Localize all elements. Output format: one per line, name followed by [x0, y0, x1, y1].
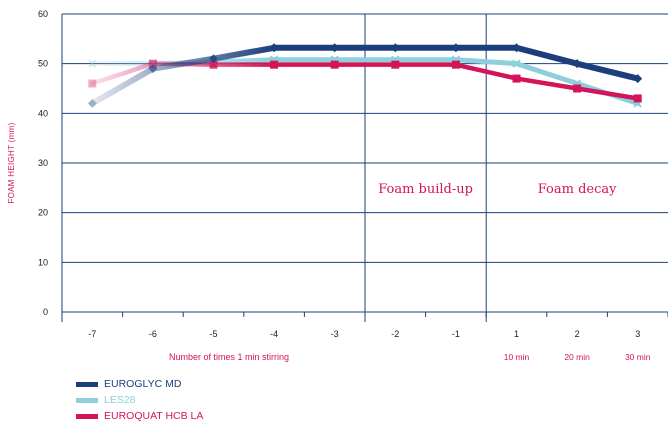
legend-swatch [76, 381, 98, 387]
x-tick-label: -2 [391, 329, 399, 339]
x-tick-label: -3 [331, 329, 339, 339]
y-axis-title: FOAM HEIGHT (mm) [7, 122, 16, 203]
point-marker [87, 98, 97, 108]
point-marker [512, 43, 521, 53]
point-marker-stroke [88, 59, 97, 68]
legend-swatch [76, 397, 98, 403]
point-marker [633, 94, 642, 103]
axes [61, 14, 668, 322]
point-marker [88, 79, 97, 88]
series-line-euroglyc-md [89, 44, 641, 107]
y-tick-label: 0 [43, 307, 48, 317]
y-tick-label: 30 [38, 158, 48, 168]
point-marker [391, 60, 400, 69]
x-tick-label: -4 [270, 329, 278, 339]
point-marker [451, 60, 460, 69]
point-marker [572, 59, 582, 69]
legend-swatch [76, 413, 98, 419]
x-tick-label: 3 [635, 329, 640, 339]
point-marker [633, 74, 643, 84]
legend-entry: LES28 [76, 392, 203, 408]
point-marker [209, 60, 218, 69]
point-marker [270, 60, 279, 69]
point-marker [390, 43, 400, 53]
point-marker [88, 59, 97, 68]
x-tick-label: -6 [149, 329, 157, 339]
point-marker [330, 43, 340, 53]
x-tick-label: 1 [514, 329, 519, 339]
point-marker-stroke [88, 59, 97, 68]
x-tick-label: -1 [452, 329, 460, 339]
point-marker [512, 74, 521, 83]
point-marker [148, 64, 158, 74]
region-label: Foam build-up [378, 182, 473, 197]
time-label: 30 min [625, 352, 651, 362]
legend-label: EUROQUAT HCB LA [104, 410, 204, 422]
y-tick-label: 20 [38, 208, 48, 218]
legend-entry: EUROGLYC MD [76, 376, 203, 392]
x-tick-label: -7 [88, 329, 96, 339]
point-marker [148, 59, 157, 68]
y-tick-label: 10 [38, 257, 48, 267]
y-tick-label: 60 [38, 9, 48, 19]
time-label: 10 min [504, 352, 530, 362]
tick-labels: 0 10 20 30 40 50 60 -7 -6 -5 -4 -3 -2 -1 1 2 3 10 min 20 m… [38, 9, 651, 362]
legend-entry: EUROQUAT HCB LA [76, 408, 203, 424]
y-tick-label: 40 [38, 108, 48, 118]
legend-label: EUROGLYC MD [104, 378, 182, 390]
region-label: Foam decay [538, 182, 617, 197]
x-axis-title: Number of times 1 min stirring [169, 352, 289, 362]
point-marker-stroke [512, 59, 521, 68]
series-lines [89, 44, 641, 107]
point-marker [269, 43, 279, 53]
region-labels: Foam build-up Foam decay [378, 182, 617, 197]
point-marker [512, 59, 521, 68]
point-marker [451, 43, 461, 53]
x-tick-label: 2 [575, 329, 580, 339]
x-tick-label: -5 [209, 329, 217, 339]
point-marker [330, 60, 339, 69]
series-markers [87, 43, 643, 108]
time-label: 20 min [564, 352, 590, 362]
point-marker [573, 84, 582, 93]
legend: EUROGLYC MD LES28 EUROQUAT HCB LA [76, 376, 203, 424]
point-marker [209, 54, 218, 64]
legend-label: LES28 [104, 394, 136, 406]
y-tick-label: 50 [38, 59, 48, 69]
